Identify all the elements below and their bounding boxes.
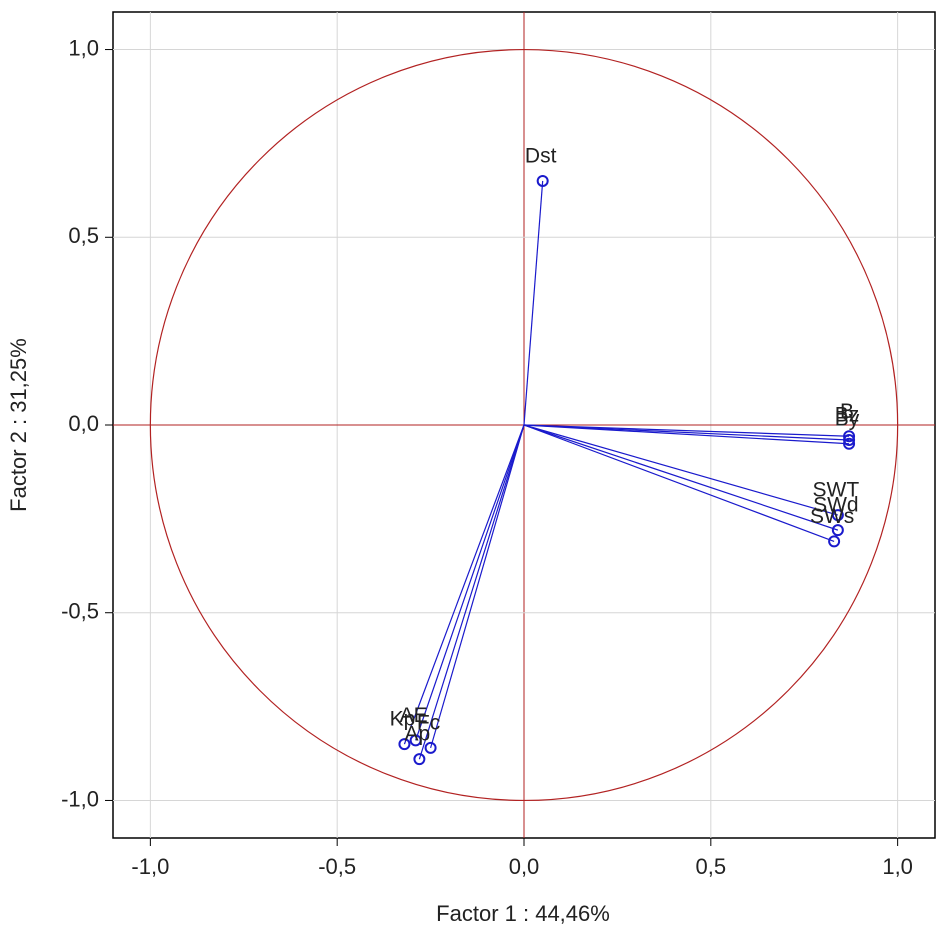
loading-vector: [523, 424, 850, 441]
point: [828, 535, 841, 548]
point: [409, 734, 422, 747]
point: [831, 524, 844, 537]
x-tick-label: 0,0: [509, 854, 540, 879]
point-label: Dst: [525, 145, 557, 168]
x-tick-label: -1,0: [131, 854, 169, 879]
y-axis-label: Factor 2 : 31,25%: [6, 338, 31, 512]
point: [843, 437, 856, 450]
point: [843, 434, 856, 447]
loading-vector: [403, 424, 525, 745]
point: [413, 753, 426, 766]
point: [843, 430, 856, 443]
point: [831, 509, 844, 522]
x-tick-label: 0,5: [696, 854, 727, 879]
loading-vector: [523, 424, 850, 445]
loading-vector: [523, 424, 839, 531]
point: [424, 741, 437, 754]
x-tick-label: 1,0: [882, 854, 913, 879]
x-tick-label: -0,5: [318, 854, 356, 879]
point-label: SWT: [813, 479, 860, 502]
y-tick-label: -1,0: [61, 786, 99, 811]
y-tick-label: -0,5: [61, 599, 99, 624]
loading-vector: [418, 424, 525, 760]
y-tick-label: 1,0: [68, 35, 99, 60]
loading-vector: [523, 424, 835, 542]
point-label: Ap: [405, 723, 431, 746]
loading-vector: [430, 424, 525, 749]
point-label: Bz: [835, 404, 860, 427]
point-label: AE: [400, 704, 428, 727]
point-label: SWd: [813, 494, 859, 517]
point: [398, 738, 411, 751]
point-label: SWs: [810, 505, 854, 528]
loading-vector: [415, 424, 525, 741]
point-label: By: [835, 407, 860, 430]
loading-vector: [523, 424, 839, 516]
point-label: Kp: [390, 708, 416, 731]
y-tick-label: 0,0: [68, 411, 99, 436]
point: [536, 174, 549, 187]
unit-circle: [149, 48, 899, 802]
loading-vector: [523, 180, 544, 426]
x-axis-label: Factor 1 : 44,46%: [436, 901, 610, 926]
point-label: B: [840, 400, 854, 423]
y-tick-label: 0,5: [68, 223, 99, 248]
point-label: Fc: [417, 711, 440, 734]
loading-vector: [523, 424, 850, 437]
